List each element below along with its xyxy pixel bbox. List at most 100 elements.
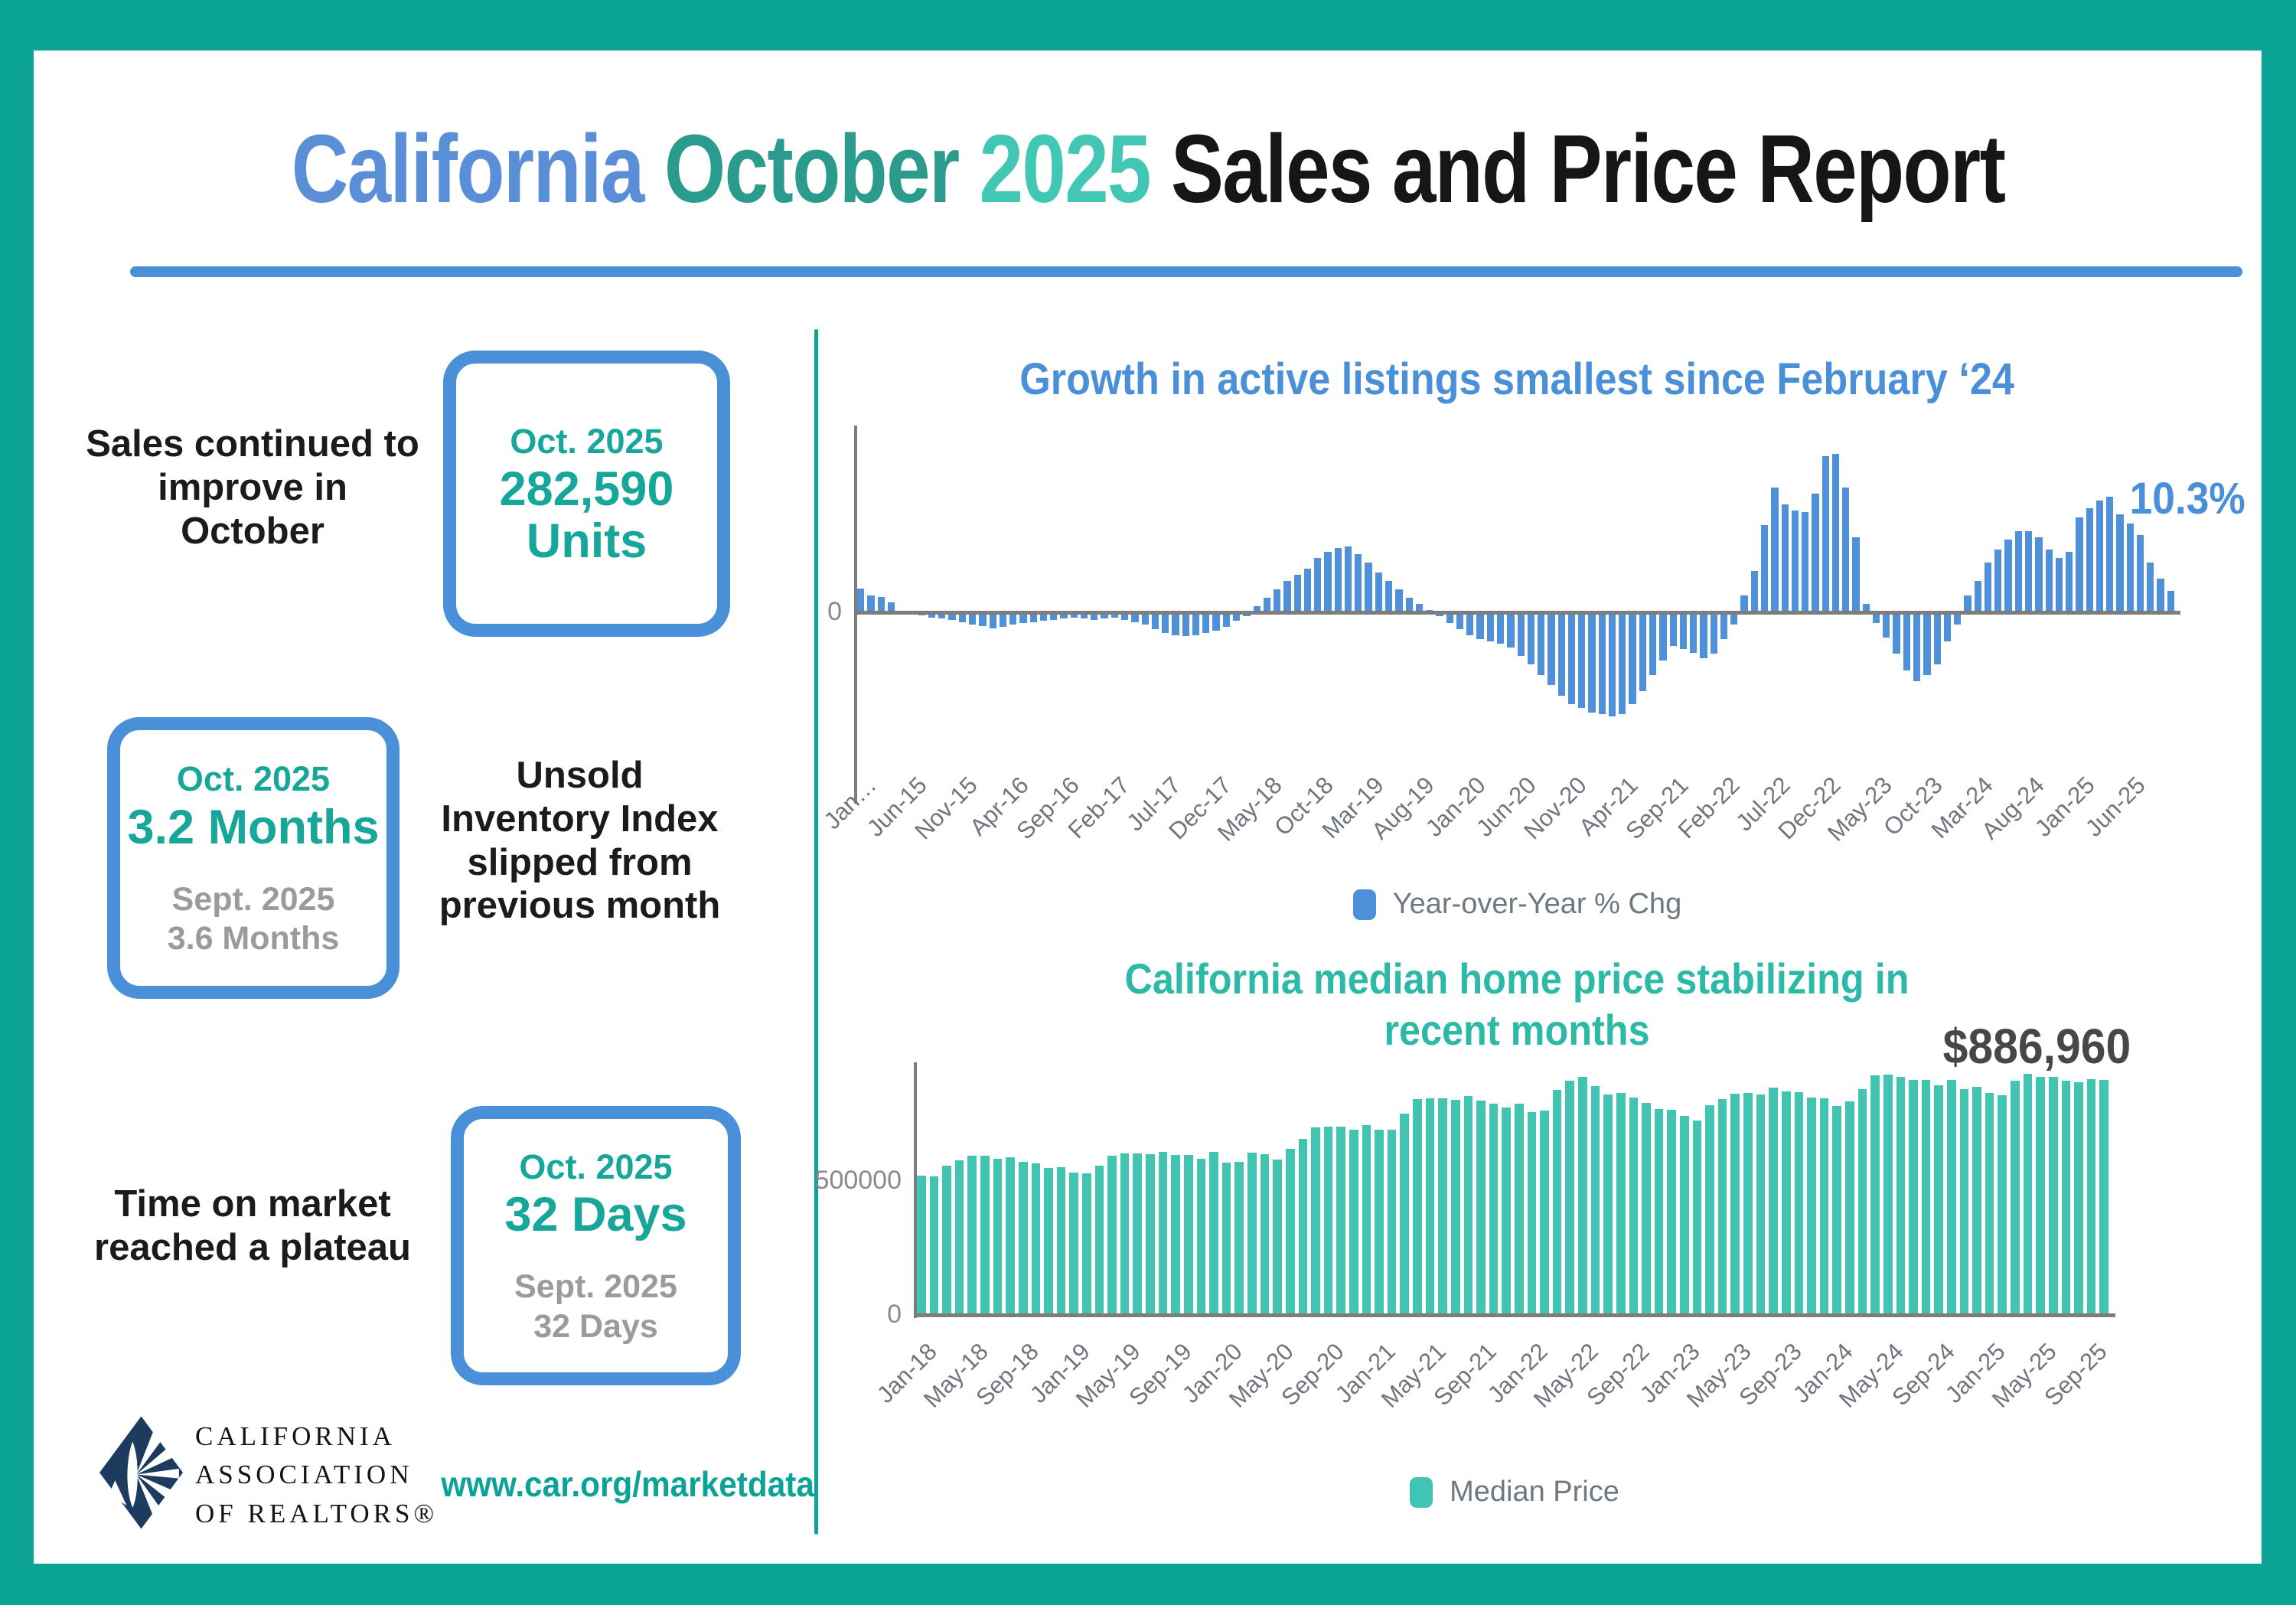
median-price-bar — [1349, 1130, 1358, 1315]
active-listings-bar — [1355, 553, 1362, 612]
stat-value: 32 Days — [504, 1188, 687, 1242]
active-listings-bar — [1720, 612, 1728, 640]
active-listings-bar — [1476, 612, 1484, 640]
median-price-bar — [1171, 1154, 1180, 1315]
median-price-bar — [1756, 1094, 1766, 1315]
median-price-bar — [1298, 1138, 1308, 1315]
stat-period: Oct. 2025 — [510, 421, 664, 461]
median-price-bar — [1413, 1099, 1422, 1315]
median-price-bar — [917, 1175, 926, 1315]
median-price-legend-label: Median Price — [1450, 1476, 1619, 1508]
car-logo-text: CALIFORNIA ASSOCIATION OF REALTORS® — [195, 1417, 438, 1533]
median-price-bar — [1209, 1152, 1218, 1315]
median-price-bar — [2011, 1081, 2020, 1315]
median-price-bar — [993, 1158, 1003, 1315]
active-listings-bar — [1710, 612, 1717, 654]
active-listings-bar — [857, 588, 865, 612]
active-listings-bar — [1060, 612, 1068, 619]
median-price-bar — [1845, 1101, 1854, 1315]
active-listings-bar — [1283, 581, 1291, 612]
median-price-bar — [1387, 1130, 1397, 1315]
title-part: 2025 — [979, 115, 1171, 223]
stat-box-unsold-inventory: Oct. 2025 3.2 Months Sept. 2025 3.6 Mont… — [107, 717, 400, 999]
median-price-bar — [1616, 1092, 1626, 1315]
median-price-bar — [1857, 1088, 1867, 1315]
median-price-bar — [1094, 1165, 1104, 1315]
active-listings-bar — [2136, 535, 2144, 612]
median-price-bar — [929, 1176, 939, 1315]
active-listings-bar — [1110, 612, 1118, 618]
active-listings-bar — [1141, 612, 1149, 625]
median-price-bar — [1680, 1116, 1689, 1315]
marketdata-url-link[interactable]: www.car.org/marketdata — [441, 1464, 814, 1504]
stat-box-sales: Oct. 2025 282,590 Units — [443, 351, 730, 637]
stat-label-sales: Sales continued to improve in October — [86, 423, 419, 552]
median-price-bar — [1273, 1159, 1282, 1315]
median-price-bar — [1400, 1114, 1410, 1315]
active-listings-bar — [2126, 524, 2134, 612]
median-price-bar — [1972, 1087, 1981, 1315]
median-price-bar — [1667, 1110, 1677, 1315]
active-listings-bar — [1232, 612, 1241, 621]
median-price-bar — [2074, 1081, 2083, 1315]
active-listings-bar — [1883, 612, 1890, 638]
median-price-bar — [1044, 1168, 1053, 1315]
median-price-bar — [1769, 1087, 1778, 1315]
active-listings-bar — [1263, 597, 1271, 612]
active-listings-bar — [1608, 612, 1616, 716]
latest-median-price-annotation: $886,960 — [1942, 1019, 2131, 1074]
active-listings-bar — [887, 602, 895, 612]
active-listings-bar — [1943, 612, 1952, 642]
active-listings-bar — [1507, 612, 1515, 648]
median-price-bar — [1183, 1154, 1193, 1315]
active-listings-bar — [1334, 547, 1342, 612]
median-price-bar — [1260, 1154, 1270, 1315]
active-listings-bar — [1415, 604, 1424, 612]
median-price-bar — [1056, 1167, 1066, 1315]
active-listings-bar — [1131, 612, 1139, 622]
active-listings-bar — [1659, 612, 1667, 661]
active-listings-bar — [1791, 510, 1799, 612]
stat-label-unsold-inventory: Unsold Inventory Index slipped from prev… — [439, 755, 721, 927]
active-listings-bar — [2076, 517, 2083, 612]
active-listings-bar — [2035, 537, 2043, 612]
median-price-bar — [1069, 1172, 1079, 1315]
median-price-bar — [1031, 1163, 1041, 1315]
active-listings-bar — [2004, 539, 2012, 612]
active-listings-bar — [1019, 612, 1027, 624]
active-listings-bar — [1619, 612, 1626, 715]
active-listings-bar — [1253, 605, 1261, 612]
median-price-bar — [954, 1160, 964, 1315]
active-listings-bar — [1496, 612, 1505, 644]
top-chart-legend: Year-over-Year % Chg — [857, 888, 2177, 921]
median-price-bar — [1450, 1100, 1460, 1315]
median-price-bar — [1234, 1162, 1244, 1315]
median-price-bar — [1540, 1111, 1549, 1315]
active-listings-y-axis — [854, 426, 857, 804]
active-listings-bar — [1548, 612, 1555, 686]
median-price-bar — [1146, 1153, 1155, 1315]
active-listings-bar — [2024, 530, 2033, 612]
median-price-bar — [1781, 1091, 1791, 1315]
logo-line-3: OF REALTORS® — [195, 1498, 439, 1528]
median-price-bar — [2023, 1074, 2033, 1315]
active-listings-bar — [867, 595, 875, 612]
median-price-bar — [1476, 1101, 1486, 1315]
stat-value-unit: Units — [526, 514, 647, 569]
active-listings-bar — [1812, 493, 1819, 612]
median-price-bar — [1578, 1077, 1587, 1315]
active-listings-bar — [877, 597, 885, 612]
median-price-bar — [1107, 1155, 1117, 1315]
median-price-bar — [1323, 1126, 1333, 1315]
median-price-bar — [1336, 1126, 1345, 1315]
active-listings-bar — [1802, 512, 1809, 612]
median-price-bar — [1502, 1108, 1511, 1315]
active-listings-bar — [1212, 612, 1220, 631]
median-price-bar — [1438, 1098, 1447, 1315]
active-listings-bar — [1091, 612, 1098, 620]
active-listings-bar — [1598, 612, 1606, 715]
median-price-bar — [2099, 1080, 2108, 1315]
active-listings-bar — [1121, 612, 1129, 620]
stat-prev-value: 3.6 Months — [167, 920, 340, 957]
